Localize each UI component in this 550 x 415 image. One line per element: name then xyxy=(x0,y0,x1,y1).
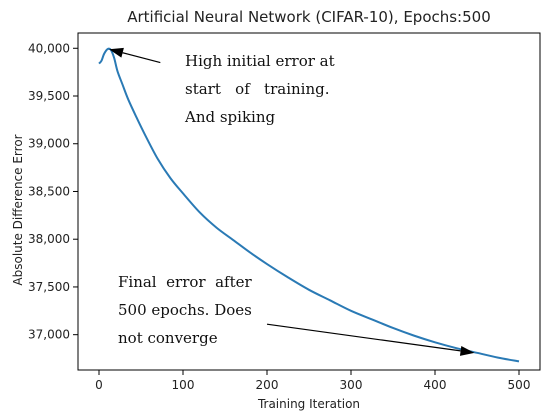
annotation-text-line: High initial error at xyxy=(185,52,335,70)
y-tick-label: 37,500 xyxy=(28,280,70,294)
annotation-text-line: not converge xyxy=(118,329,218,347)
annotation-text-line: Final error after xyxy=(118,273,252,291)
x-tick-label: 200 xyxy=(256,378,279,392)
x-tick-label: 400 xyxy=(424,378,447,392)
y-tick-label: 37,000 xyxy=(28,328,70,342)
annotation-text-line: 500 epochs. Does xyxy=(118,301,252,319)
annotation-arrow-line xyxy=(122,52,161,64)
x-tick-label: 100 xyxy=(172,378,195,392)
annotation-arrow-head xyxy=(459,345,475,356)
y-tick-label: 38,500 xyxy=(28,184,70,198)
annotation-arrow-line xyxy=(266,323,461,352)
y-axis: 37,000 37,500 38,000 38,500 39,000 39,500 40,0… xyxy=(28,41,78,342)
y-tick-label: 40,000 xyxy=(28,41,70,55)
series-line-error xyxy=(98,47,520,363)
annotation-text-line: start of training. xyxy=(185,80,330,98)
plot-frame xyxy=(77,32,541,371)
series-layer xyxy=(98,47,520,363)
annotation-text-line: And spiking xyxy=(184,108,276,126)
x-tick-label: 0 xyxy=(95,378,103,392)
y-tick-label: 39,500 xyxy=(28,89,70,103)
plot-border xyxy=(77,32,541,371)
x-tick-label: 500 xyxy=(508,378,531,392)
x-tick-label: 300 xyxy=(340,378,363,392)
annotation-layer: High initial error at start of training. A… xyxy=(109,47,475,356)
x-axis: 0 100 200 300 400 500 xyxy=(95,370,530,392)
y-tick-label: 39,000 xyxy=(28,137,70,151)
annotation-arrow-head xyxy=(109,47,124,58)
y-axis-label: Absolute Difference Error xyxy=(11,134,25,285)
x-axis-label: Training Iteration xyxy=(257,397,360,411)
y-tick-label: 38,000 xyxy=(28,232,70,246)
chart-title: Artificial Neural Network (CIFAR-10), Ep… xyxy=(127,8,491,26)
